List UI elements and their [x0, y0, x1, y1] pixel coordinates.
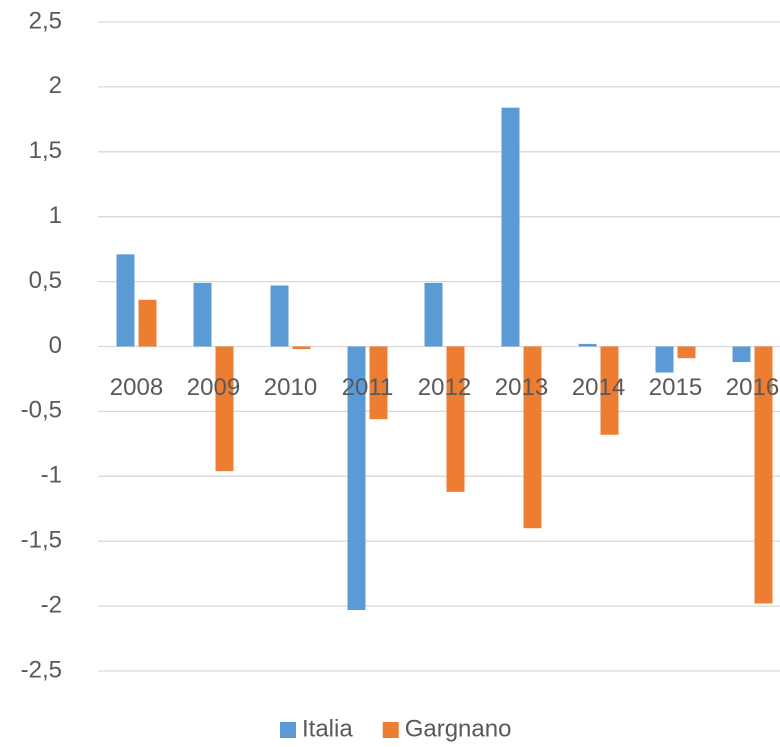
y-tick-label: -1: [41, 462, 62, 489]
bar: [369, 346, 388, 420]
bar: [655, 346, 674, 373]
bar: [677, 346, 696, 359]
y-tick-label: 1: [49, 202, 62, 229]
x-tick-label: 2010: [264, 374, 317, 401]
x-tick-label: 2011: [342, 374, 394, 401]
x-tick-label: 2016: [726, 374, 779, 401]
x-tick-label: 2014: [572, 374, 625, 401]
bar: [193, 282, 212, 347]
bar: [138, 299, 157, 347]
x-tick-label: 2013: [495, 374, 548, 401]
bar: [446, 346, 465, 492]
bar: [578, 343, 597, 347]
y-tick-label: 1,5: [29, 137, 62, 164]
y-tick-label: -1,5: [21, 527, 62, 554]
legend-swatch: [382, 722, 399, 738]
legend-label: Gargnano: [405, 715, 512, 742]
bar: [424, 282, 443, 347]
bar: [732, 346, 751, 363]
bar: [116, 254, 135, 347]
bar: [754, 346, 773, 604]
bar: [292, 346, 311, 350]
bar: [347, 346, 366, 610]
x-tick-label: 2012: [418, 374, 471, 401]
legend-label: Italia: [302, 715, 353, 742]
y-tick-label: 2,5: [29, 7, 62, 34]
bar: [501, 107, 520, 347]
bar: [270, 285, 289, 347]
bar: [523, 346, 542, 529]
y-tick-label: 2: [49, 72, 62, 99]
legend-swatch: [280, 722, 296, 738]
y-tick-label: -2: [41, 591, 62, 618]
y-tick-label: -2,5: [21, 656, 62, 683]
bar: [215, 346, 234, 472]
x-tick-label: 2009: [187, 374, 240, 401]
bar: [600, 346, 619, 435]
y-tick-label: -0,5: [21, 397, 62, 424]
y-tick-label: 0,5: [29, 267, 62, 294]
x-tick-label: 2015: [649, 374, 702, 401]
x-tick-label: 2008: [110, 374, 163, 401]
y-tick-label: 0: [49, 332, 62, 359]
